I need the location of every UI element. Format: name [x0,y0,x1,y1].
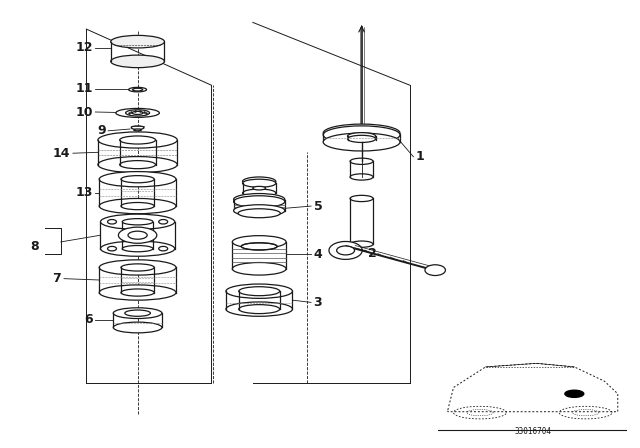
Ellipse shape [232,236,286,248]
Ellipse shape [122,219,153,225]
Ellipse shape [226,284,292,298]
Ellipse shape [238,209,280,218]
Ellipse shape [98,132,177,148]
Ellipse shape [111,35,164,48]
Ellipse shape [120,136,156,144]
Text: 1: 1 [416,150,425,164]
Ellipse shape [565,390,584,397]
Ellipse shape [118,227,157,243]
Text: 2: 2 [368,246,377,260]
Ellipse shape [350,174,373,180]
Ellipse shape [99,260,176,275]
Text: 13: 13 [76,186,93,199]
Ellipse shape [253,186,266,190]
Ellipse shape [99,198,176,214]
Text: 4: 4 [314,248,323,261]
Text: 14: 14 [53,146,70,160]
Ellipse shape [132,111,143,114]
Ellipse shape [116,108,159,117]
Ellipse shape [226,302,292,316]
Text: 11: 11 [76,82,93,95]
Ellipse shape [99,172,176,187]
Text: 8: 8 [30,240,38,253]
Ellipse shape [234,196,285,207]
Ellipse shape [323,133,400,151]
Ellipse shape [234,205,285,216]
Ellipse shape [100,214,175,229]
Ellipse shape [100,241,175,256]
Text: 9: 9 [97,124,106,138]
Ellipse shape [425,265,445,276]
Ellipse shape [120,160,156,168]
Ellipse shape [108,220,116,224]
Text: 3: 3 [314,296,322,309]
Ellipse shape [323,124,400,142]
Ellipse shape [121,202,154,210]
Ellipse shape [131,126,144,129]
Ellipse shape [134,129,141,131]
Ellipse shape [98,156,177,172]
Ellipse shape [337,246,355,255]
Ellipse shape [350,158,373,164]
Ellipse shape [125,110,150,116]
Ellipse shape [243,179,276,187]
Ellipse shape [243,177,276,186]
Ellipse shape [350,241,373,247]
Ellipse shape [350,195,373,202]
Ellipse shape [348,135,376,142]
Ellipse shape [121,264,154,271]
Ellipse shape [129,87,147,92]
Ellipse shape [348,133,376,140]
Ellipse shape [159,220,168,224]
Ellipse shape [128,231,147,239]
Ellipse shape [323,126,400,144]
Text: 6: 6 [84,313,93,327]
Text: 10: 10 [76,105,93,119]
Ellipse shape [121,289,154,296]
Ellipse shape [111,55,164,68]
Text: 5: 5 [314,199,323,213]
Ellipse shape [99,285,176,300]
Ellipse shape [122,246,153,252]
Ellipse shape [125,310,150,316]
Ellipse shape [113,322,162,333]
Ellipse shape [239,287,280,296]
Ellipse shape [329,241,362,259]
Text: 33016704: 33016704 [515,427,551,436]
Ellipse shape [234,194,285,205]
Ellipse shape [121,176,154,183]
Ellipse shape [241,243,277,250]
Ellipse shape [132,88,143,91]
Text: 12: 12 [76,41,93,55]
Ellipse shape [232,263,286,275]
Ellipse shape [243,189,276,197]
Ellipse shape [113,308,162,319]
Text: 7: 7 [52,272,61,285]
Ellipse shape [239,305,280,314]
Ellipse shape [159,246,168,251]
Ellipse shape [108,246,116,251]
